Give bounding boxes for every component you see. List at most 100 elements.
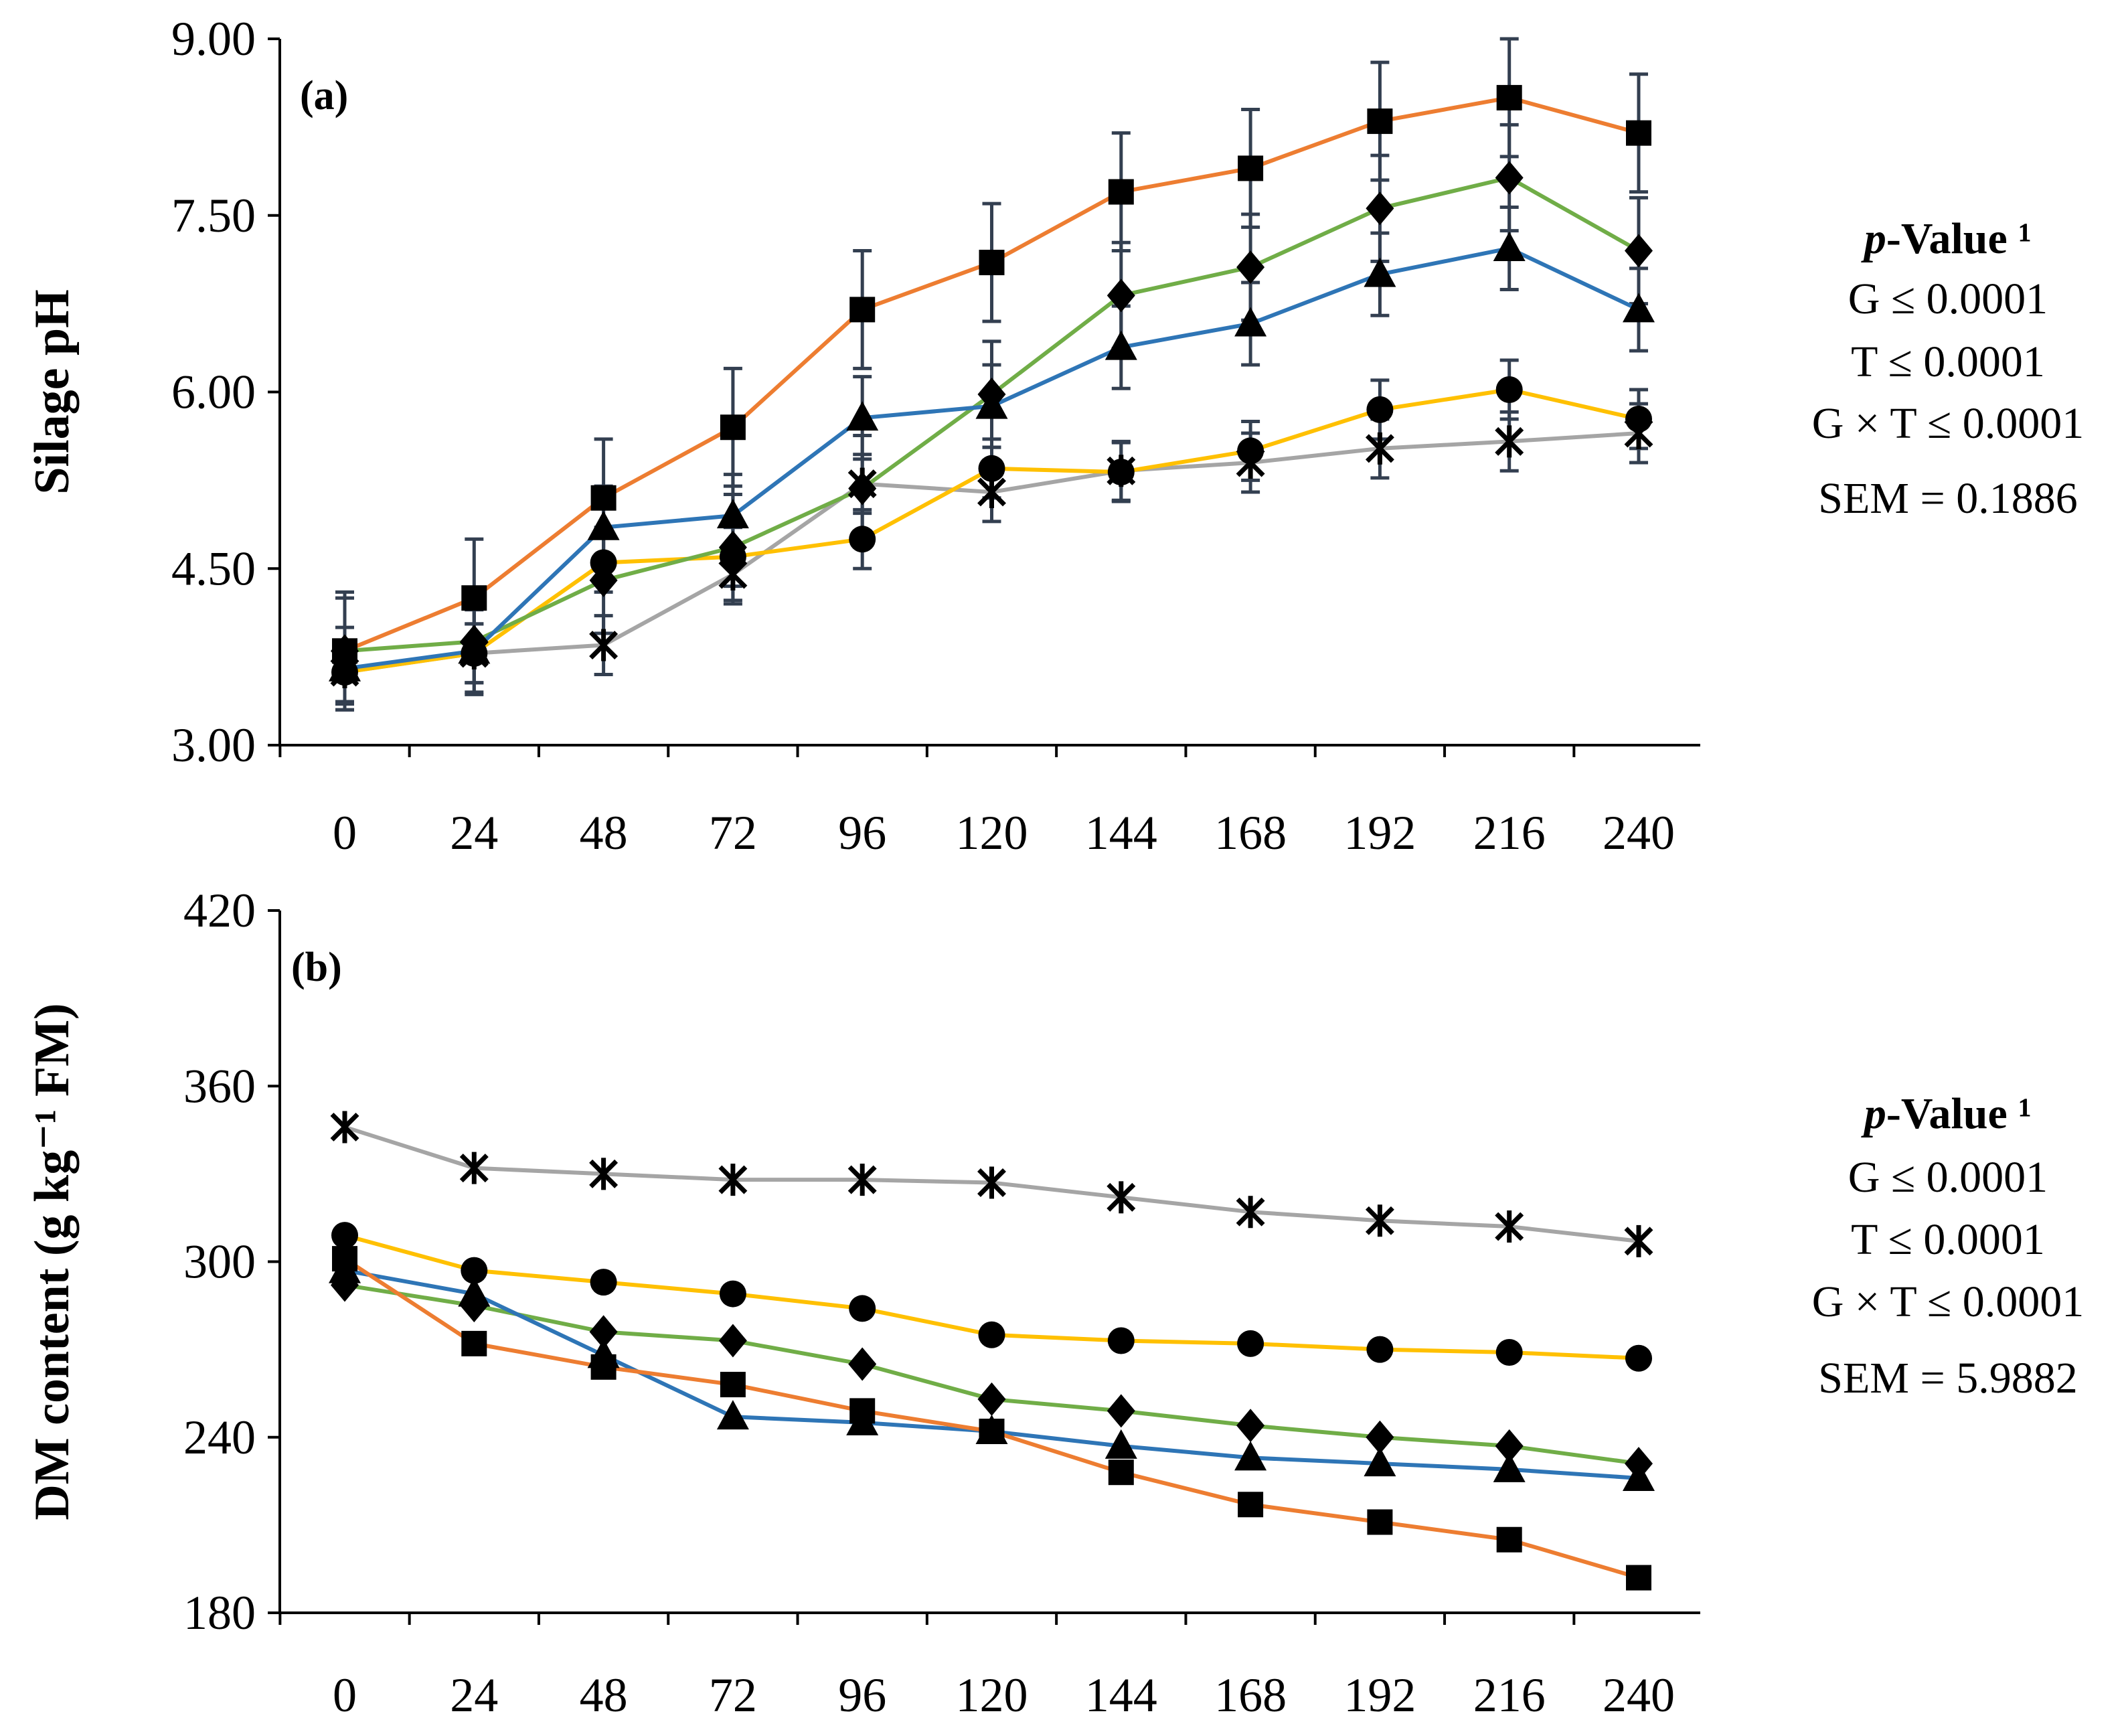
chart2-point-gray-asterisk (589, 1158, 619, 1190)
chart2-point-gray-asterisk (718, 1164, 748, 1196)
chart1-x-tick-label: 240 (1603, 806, 1675, 860)
chart1-x-tick-label: 192 (1343, 806, 1416, 860)
chart1-point-green-diamond (718, 530, 747, 564)
chart1-point-orange-square (979, 250, 1005, 276)
chart2-point-gray-asterisk (1495, 1210, 1524, 1243)
chart2-point-blue-triangle (1234, 1441, 1267, 1471)
chart2-point-orange-square (1626, 1565, 1651, 1591)
chart1-point-blue-triangle (587, 510, 620, 540)
chart2-point-green-diamond (718, 1324, 747, 1358)
chart1-point-blue-triangle (975, 389, 1008, 419)
chart1-p-value-heading: p-Value ¹ (1861, 214, 2032, 263)
chart1-point-green-diamond (1495, 161, 1524, 195)
chart1-point-blue-triangle (716, 499, 749, 529)
chart2-point-yellow-circle (849, 1295, 876, 1322)
chart1-point-green-diamond (848, 471, 877, 505)
chart2-point-yellow-circle (331, 1222, 358, 1249)
chart2-point-orange-square (720, 1372, 746, 1398)
chart2-point-blue-triangle (716, 1400, 749, 1430)
chart2-point-gray-asterisk (459, 1152, 489, 1184)
chart2-x-tick-label: 120 (956, 1668, 1028, 1722)
chart2-point-blue-triangle (458, 1277, 491, 1307)
chart2-x-tick-label: 216 (1473, 1668, 1546, 1722)
chart2-point-gray-asterisk (1624, 1225, 1653, 1257)
chart2-point-yellow-circle (590, 1269, 617, 1296)
chart1-point-yellow-circle (849, 526, 876, 553)
chart2-p-value-line: G × T ≤ 0.0001 (1812, 1277, 2084, 1326)
chart2-x-tick-label: 24 (450, 1668, 498, 1722)
chart2-p-value-line: SEM = 5.9882 (1818, 1354, 2077, 1403)
chart1-x-tick-label: 96 (838, 806, 886, 860)
chart2-point-yellow-circle (978, 1321, 1005, 1348)
chart2-y-axis-title: DM content (g kg⁻¹ FM) (25, 1003, 80, 1520)
chart2-x-tick-label: 72 (709, 1668, 757, 1722)
chart2-point-green-diamond (977, 1382, 1006, 1416)
chart1-point-yellow-circle (1366, 396, 1394, 423)
chart1-point-orange-square (590, 485, 617, 511)
chart1-p-value-line: G ≤ 0.0001 (1848, 274, 2048, 323)
chart2-point-orange-square (1367, 1509, 1393, 1535)
chart2-point-green-diamond (848, 1347, 877, 1381)
chart1-y-tick-label: 6.00 (171, 366, 256, 419)
chart1-point-blue-triangle (1623, 293, 1655, 323)
chart2-point-gray-asterisk (847, 1164, 877, 1196)
panel-a-silage-ph-chart: 3.00 4.50 6.00 7.50 9.00 0 24 48 72 96 120 144 168 19… (25, 12, 2084, 860)
chart2-x-tick-label: 192 (1343, 1668, 1416, 1722)
chart2-point-orange-square (1108, 1459, 1134, 1486)
chart1-y-axis-title: Silage pH (25, 289, 80, 494)
chart1-point-orange-square (1238, 155, 1264, 181)
chart1-point-yellow-circle (1495, 376, 1523, 403)
chart2-point-green-diamond (1495, 1429, 1524, 1463)
chart1-point-orange-square (1108, 179, 1134, 205)
chart1-point-green-diamond (1366, 191, 1394, 226)
panel-b-dm-content-chart: 180 240 300 360 420 0 24 48 72 96 120 144 168 192 216 2… (25, 884, 2084, 1722)
chart1-point-orange-square (1496, 84, 1522, 110)
chart1-point-blue-triangle (458, 634, 491, 664)
chart2-y-tick-label: 300 (183, 1235, 256, 1289)
chart1-p-value-line: G × T ≤ 0.0001 (1812, 399, 2084, 448)
chart1-point-gray-asterisk (1365, 432, 1394, 465)
chart2-point-gray-asterisk (1236, 1196, 1265, 1229)
chart2-point-yellow-circle (1366, 1336, 1394, 1363)
chart2-point-orange-square (979, 1419, 1005, 1445)
chart1-markers (329, 84, 1655, 688)
chart2-y-tick-label: 180 (183, 1586, 256, 1640)
chart2-x-tick-label: 96 (838, 1668, 886, 1722)
chart2-point-gray-asterisk (977, 1166, 1006, 1199)
chart1-panel-label: (a) (300, 73, 348, 119)
chart2-y-tick-label: 420 (183, 884, 256, 937)
chart2-point-blue-triangle (1623, 1461, 1655, 1491)
chart1-p-value-line: T ≤ 0.0001 (1851, 337, 2045, 386)
chart1-point-orange-square (1626, 120, 1651, 146)
chart2-point-yellow-circle (1495, 1338, 1523, 1366)
chart2-point-yellow-circle (461, 1257, 488, 1284)
chart1-point-yellow-circle (1625, 405, 1652, 432)
chart1-point-orange-square (1367, 108, 1393, 135)
chart1-x-tick-label: 72 (709, 806, 757, 860)
chart1-point-gray-asterisk (1495, 425, 1524, 458)
chart2-point-orange-square (1238, 1492, 1264, 1518)
chart1-x-tick-label: 168 (1214, 806, 1287, 860)
chart1-y-tick-label: 7.50 (171, 189, 256, 242)
chart1-point-green-diamond (1236, 250, 1265, 285)
chart1-y-tick-label: 9.00 (171, 12, 256, 66)
chart1-x-tick-label: 216 (1473, 806, 1546, 860)
chart1-point-blue-triangle (1105, 330, 1137, 360)
chart2-point-orange-square (849, 1398, 876, 1424)
chart2-p-value-line: T ≤ 0.0001 (1851, 1215, 2045, 1264)
chart1-x-tick-label: 120 (956, 806, 1028, 860)
chart1-point-orange-square (720, 414, 746, 441)
chart2-series-line-blue-triangle (344, 1268, 1639, 1480)
chart1-point-green-diamond (589, 563, 618, 597)
chart2-point-yellow-circle (1107, 1327, 1135, 1354)
chart1-point-yellow-circle (1237, 437, 1264, 465)
chart1-x-tick-label: 24 (450, 806, 498, 860)
chart1-point-yellow-circle (1107, 459, 1135, 486)
chart2-point-gray-asterisk (1107, 1181, 1136, 1214)
chart1-point-blue-triangle (1493, 231, 1526, 261)
chart1-axes: 3.00 4.50 6.00 7.50 9.00 0 24 48 72 96 120 144 168 19… (171, 12, 1700, 860)
chart1-point-yellow-circle (978, 455, 1005, 482)
chart2-point-yellow-circle (1237, 1330, 1264, 1357)
chart2-p-value-heading: p-Value ¹ (1861, 1089, 2032, 1138)
